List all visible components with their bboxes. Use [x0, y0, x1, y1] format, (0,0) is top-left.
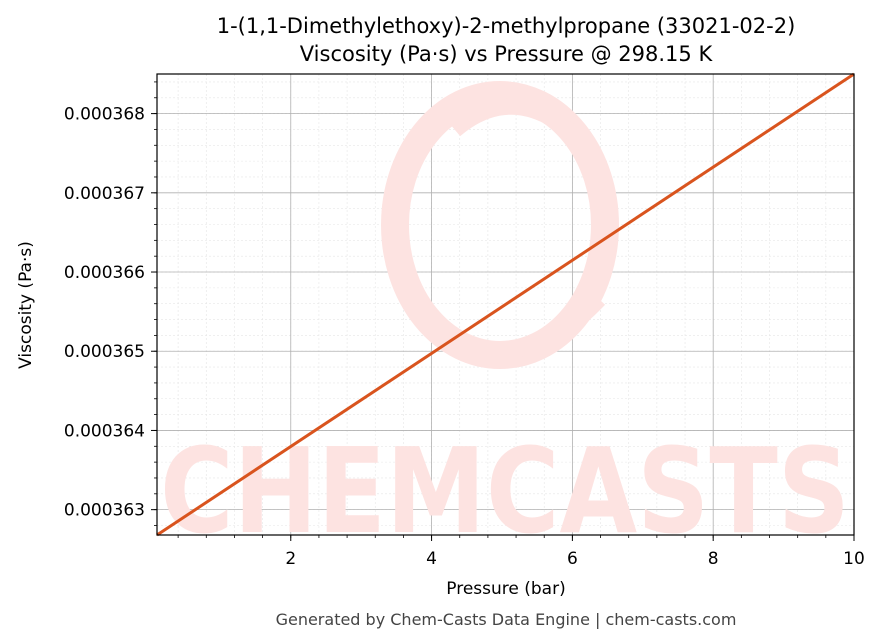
x-tick-label: 10 [843, 549, 865, 569]
y-tick-label: 0.000364 [64, 421, 145, 441]
y-axis: 0.000363 0.000364 0.000365 0.000366 0.000367… [64, 81, 157, 526]
y-tick-label: 0.000363 [64, 501, 145, 521]
y-tick-label: 0.000365 [64, 342, 145, 362]
chart-title: 1-(1,1-Dimethylethoxy)-2-methylpropane (… [217, 14, 796, 38]
y-tick-label: 0.000366 [64, 263, 145, 283]
x-tick-label: 4 [426, 549, 437, 569]
plot-frame [156, 73, 855, 536]
x-axis-label: Pressure (bar) [446, 579, 565, 599]
watermark: CHEMCASTS [160, 81, 850, 560]
watermark-text: CHEMCASTS [160, 422, 850, 560]
y-tick-label: 0.000368 [64, 105, 145, 125]
series-line [156, 72, 855, 537]
series-layer [156, 72, 855, 537]
x-tick-label: 6 [567, 549, 578, 569]
y-axis-label: Viscosity (Pa·s) [16, 241, 36, 369]
y-tick-label: 0.000367 [64, 184, 145, 204]
x-tick-label: 8 [708, 549, 719, 569]
footer-credit: Generated by Chem-Casts Data Engine | ch… [276, 610, 737, 629]
x-axis: 2 4 6 8 10 [177, 535, 865, 569]
x-tick-label: 2 [285, 549, 296, 569]
watermark-logo [381, 81, 619, 369]
chart-subtitle: Viscosity (Pa·s) vs Pressure @ 298.15 K [300, 42, 714, 66]
